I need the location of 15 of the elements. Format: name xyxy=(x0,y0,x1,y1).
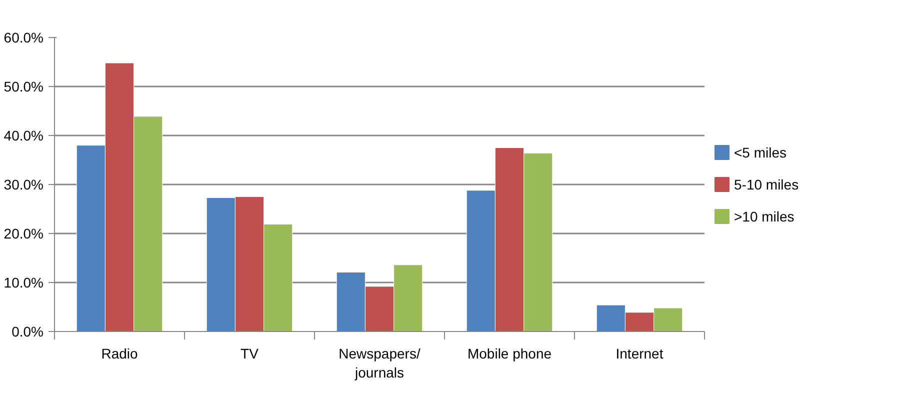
y-tick-label: 60.0% xyxy=(4,30,44,46)
legend-label: 5-10 miles xyxy=(734,176,799,192)
y-tick-label: 0.0% xyxy=(12,324,44,340)
x-tick-label: Newspapers/ journals xyxy=(338,346,420,381)
x-tick-label: Mobile phone xyxy=(467,346,552,362)
x-tick-label: TV xyxy=(240,346,260,362)
y-tick-label: 20.0% xyxy=(4,226,44,242)
x-tick-label: Internet xyxy=(616,346,664,362)
legend-label: >10 miles xyxy=(734,208,794,224)
y-tick-label: 10.0% xyxy=(4,274,44,290)
legend-label: <5 miles xyxy=(734,144,787,160)
y-tick-label: 30.0% xyxy=(4,176,44,192)
x-tick-label: Radio xyxy=(101,346,138,362)
y-tick-label: 50.0% xyxy=(4,78,44,94)
y-tick-label: 40.0% xyxy=(4,128,44,144)
